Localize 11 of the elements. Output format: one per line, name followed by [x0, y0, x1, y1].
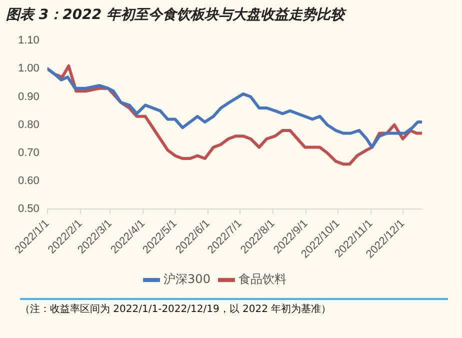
y-tick-label: 0.80 [18, 118, 40, 131]
y-tick-label: 0.50 [18, 203, 40, 216]
y-tick-label: 1.00 [18, 62, 40, 75]
y-tick-label: 0.70 [18, 146, 40, 159]
y-tick-label: 0.90 [18, 90, 40, 103]
y-tick-label: 1.10 [18, 34, 40, 47]
chart-title: 图表 3：2022 年初至今食饮板块与大盘收益走势比较 [5, 6, 348, 25]
text: （注：收益率区间为 2022/1/1-2022/12/19，以 2022 年初为基准） [19, 302, 332, 316]
y-tick-label: 0.60 [18, 175, 40, 188]
legend-label: 食品饮料 [238, 272, 286, 286]
legend-label: 沪深300 [164, 272, 210, 286]
